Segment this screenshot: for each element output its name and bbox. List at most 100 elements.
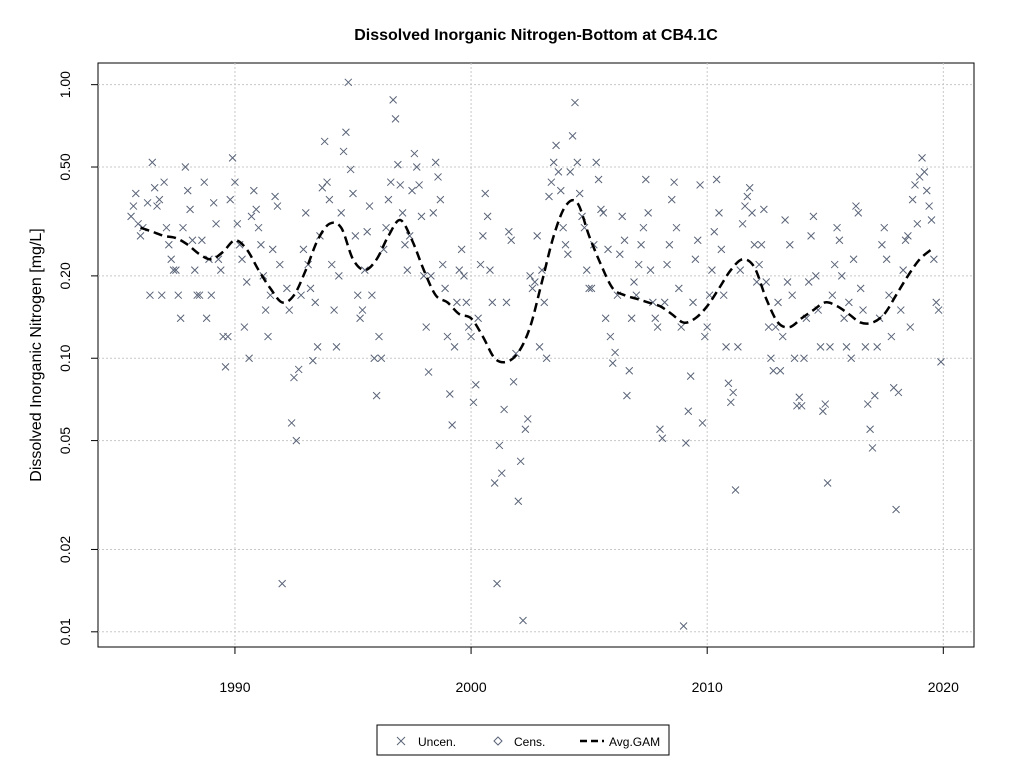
data-point-x [611,348,619,357]
x-tick-label: 1990 [219,679,250,695]
data-point-x [823,479,832,487]
data-point-x [155,195,164,204]
data-point-x [292,436,301,445]
data-point-x [535,343,544,351]
data-point-x [826,343,834,351]
data-point-x [601,314,610,323]
data-point-x [172,266,180,274]
data-point-x [904,232,912,240]
data-point-x [641,175,650,184]
data-point-x [828,291,837,300]
data-point-x [644,208,653,217]
data-point-x [776,366,785,375]
data-point-x [254,223,263,232]
data-point-x [594,175,603,184]
data-point-x [372,391,381,400]
data-point-x [649,298,657,307]
data-point-x [424,368,433,376]
data-point-x [379,245,388,254]
data-point-x [911,181,919,189]
data-point-x [247,212,256,221]
data-point-x [630,278,638,286]
data-point-x [228,154,237,162]
data-point-x [318,183,327,192]
data-point-x [370,354,379,363]
data-point-x [693,236,702,245]
data-point-x [842,343,851,351]
legend-x-icon [396,736,406,746]
data-point-x [752,278,761,286]
data-point-x [592,158,601,167]
data-point-x [715,208,723,217]
data-point-x [620,236,629,245]
gam-line [140,198,933,364]
data-point-x [901,236,910,245]
data-point-x [573,158,582,167]
data-point-x [216,266,225,274]
data-point-x [797,401,806,410]
data-point-x [608,359,617,367]
data-point-x [906,323,915,331]
plot-area [97,62,975,648]
data-point-x [934,306,943,314]
data-point-x [849,255,858,264]
data-point-x [252,205,261,214]
data-point-x [540,298,549,307]
data-point-x [670,178,678,187]
data-point-x [618,212,627,221]
data-point-x [422,323,431,331]
data-point-x [764,323,773,331]
data-point-x [870,391,879,400]
y-tick-label: 0.02 [57,536,73,563]
data-point-x [552,141,560,150]
data-point-x [176,314,185,323]
data-point-x [571,98,579,107]
data-point-x [242,278,251,286]
data-point-x [429,208,438,217]
data-point-x [708,266,716,274]
data-point-x [781,216,789,224]
data-point-x [932,298,941,307]
data-point-x [301,208,310,217]
data-point-x [342,128,350,137]
data-point-x [382,223,390,232]
data-point-x [148,158,157,167]
data-point-x [325,195,334,204]
data-point-x [561,240,570,249]
data-point-x [804,278,813,286]
data-point-x [344,78,353,87]
data-point-x [861,343,870,351]
data-point-x [698,419,707,427]
data-point-x [462,298,471,307]
data-point-x [471,380,480,389]
data-point-x [852,202,860,210]
data-point-x [221,363,230,371]
data-point-x [273,202,282,210]
data-point-x [327,260,336,269]
data-point-x [351,232,360,240]
data-point-x [209,198,218,207]
data-point-x [788,291,797,300]
data-point-x [783,278,792,286]
data-point-x [363,227,372,236]
data-point-x [833,223,841,232]
data-point-x [323,178,331,187]
data-point-x [238,255,246,264]
data-point-x [556,186,565,195]
data-point-x [464,323,473,331]
data-point-x [493,579,501,588]
x-tick-label: 2000 [455,679,486,695]
data-point-x [627,314,636,323]
data-point-x [682,439,690,447]
data-point-x [760,205,768,214]
data-point-x [488,298,497,307]
data-point-x [198,236,206,245]
data-point-x [479,232,487,240]
data-point-x [417,212,426,221]
data-point-x [257,240,265,249]
data-point-x [179,223,187,232]
avg-gam-line [140,198,933,364]
data-point-x [878,240,886,249]
data-point-x [377,354,386,363]
